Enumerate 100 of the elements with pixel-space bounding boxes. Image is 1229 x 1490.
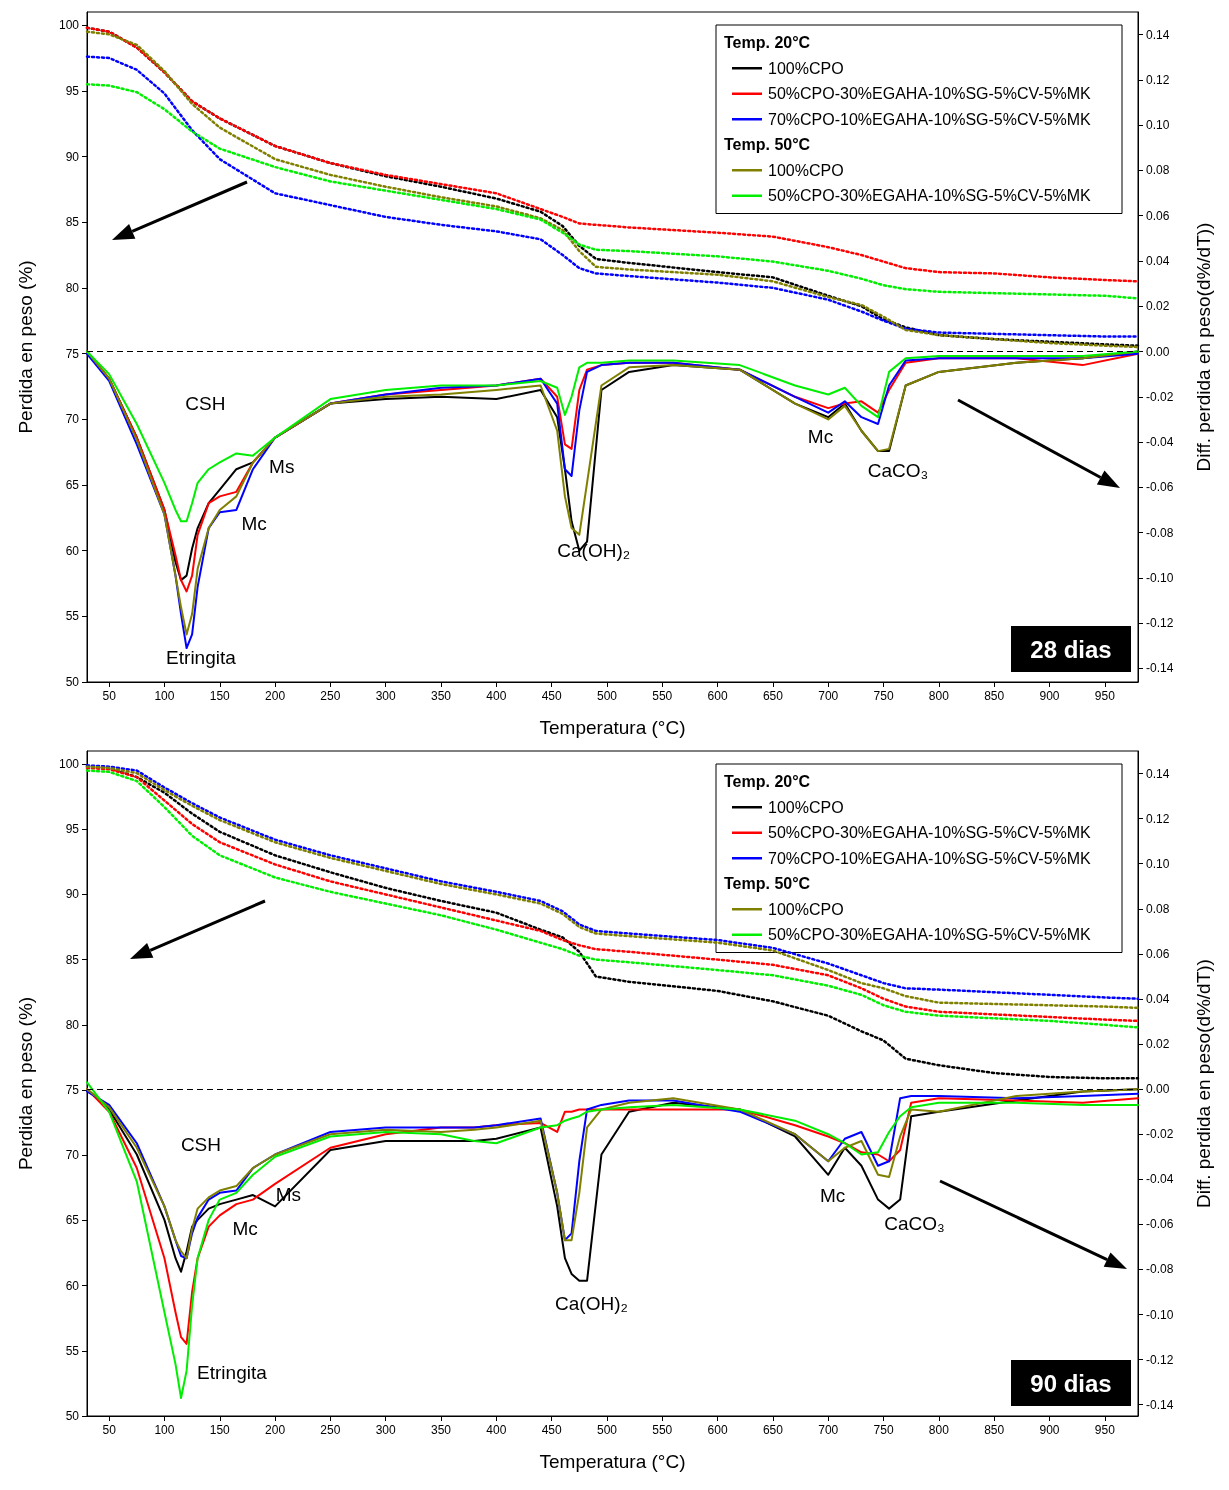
y-tick-label: 95 (65, 83, 80, 98)
y2-tick-label: -0.12 (1146, 1352, 1174, 1367)
y-tick-label: 90 (65, 149, 80, 164)
line-series (85, 83, 1140, 300)
legend-label: 70%CPO-10%EGAHA-10%SG-5%CV-5%MK (768, 110, 1092, 128)
x-tick-label: 800 (928, 689, 950, 703)
legend-label: 50%CPO-30%EGAHA-10%SG-5%CV-5%MK (768, 187, 1092, 205)
y-tick-label: 100 (58, 18, 80, 33)
x-tick-label: 200 (265, 1423, 286, 1437)
legend-label: 100%CPO (768, 161, 844, 179)
x-tick-label: 500 (596, 689, 618, 703)
y2-tick-label: 0.12 (1146, 811, 1170, 826)
x-tick-label: 850 (984, 689, 1005, 703)
x-tick-label: 950 (1094, 1423, 1116, 1437)
annotation: Mc (819, 1185, 846, 1207)
y-tick-label: 55 (65, 609, 80, 624)
annotation: Mc (232, 1217, 258, 1239)
y-tick-label: 90 (65, 887, 80, 902)
legend-label: 100%CPO (768, 900, 844, 918)
y2-tick-label: 0.10 (1146, 856, 1170, 871)
x-tick-label: 900 (1039, 689, 1060, 703)
x-tick-label: 100 (154, 689, 175, 703)
x-tick-label: 350 (431, 1423, 452, 1437)
x-tick-label: 550 (652, 1423, 673, 1437)
y-tick-label: 85 (65, 215, 80, 230)
y2-tick-label: 0.08 (1146, 901, 1170, 916)
y-tick-label: 80 (65, 280, 80, 295)
x-tick-label: 500 (596, 1423, 618, 1437)
x-tick-label: 750 (873, 689, 894, 703)
y-tick-label: 50 (65, 675, 80, 689)
annotation: CaCO₃ (867, 459, 929, 481)
x-tick-label: 700 (818, 689, 839, 703)
legend-label: 50%CPO-30%EGAHA-10%SG-5%CV-5%MK (768, 926, 1092, 944)
y-tick-label: 75 (65, 346, 80, 361)
legend-label: 50%CPO-30%EGAHA-10%SG-5%CV-5%MK (768, 85, 1092, 103)
x-tick-label: 800 (928, 1423, 950, 1437)
x-tick-label: 250 (320, 1423, 341, 1437)
y-tick-label: 55 (65, 1343, 80, 1358)
annotation: 90 dias (1030, 1369, 1112, 1397)
legend-label: 100%CPO (768, 798, 844, 816)
x-tick-label: 700 (818, 1423, 839, 1437)
x-tick-label: 750 (873, 1423, 894, 1437)
x-tick-label: 300 (375, 689, 397, 703)
x-tick-label: 450 (541, 1423, 562, 1437)
y2-tick-label: -0.12 (1146, 616, 1174, 631)
x-tick-label: 850 (984, 1423, 1005, 1437)
y-tick-label: 60 (65, 1278, 80, 1293)
legend-label: 70%CPO-10%EGAHA-10%SG-5%CV-5%MK (768, 849, 1092, 867)
x-tick-label: 250 (320, 689, 341, 703)
legend-title: Temp. 20°C (724, 34, 811, 52)
legend-label: 50%CPO-30%EGAHA-10%SG-5%CV-5%MK (768, 824, 1092, 842)
annotation: Temp. 50°C (724, 875, 811, 893)
x-tick-label: 650 (762, 689, 784, 703)
legend-title: Temp. 20°C (724, 773, 811, 791)
x-tick-label: 150 (209, 689, 231, 703)
y-tick-label: 100 (58, 757, 80, 772)
y2-tick-label: -0.02 (1146, 389, 1174, 404)
y-tick-label: 70 (65, 1148, 80, 1163)
y2-tick-label: 0.14 (1146, 766, 1170, 781)
x-tick-label: 50 (102, 1423, 117, 1437)
y2-tick-label: 0.06 (1146, 946, 1170, 961)
y2-tick-label: -0.02 (1146, 1127, 1174, 1142)
y2-tick-label: -0.06 (1146, 480, 1174, 495)
y-axis-title: Perdida en peso (%) (15, 996, 36, 1171)
y2-tick-label: 0.12 (1146, 72, 1170, 87)
y2-tick-label: 0.04 (1146, 991, 1170, 1006)
y2-tick-label: -0.06 (1146, 1217, 1174, 1232)
annotation: 28 dias (1030, 635, 1112, 663)
y2-tick-label: 0.02 (1146, 1037, 1170, 1052)
y-tick-label: 65 (65, 477, 80, 492)
y2-tick-label: 0.14 (1146, 27, 1170, 42)
annotation: Etringita (197, 1362, 268, 1384)
y-tick-label: 95 (65, 822, 80, 837)
y2-tick-label: 0.06 (1146, 208, 1170, 223)
annotation: CSH (185, 392, 226, 414)
y2-tick-label: -0.10 (1146, 1307, 1174, 1322)
annotation: Etringita (166, 646, 237, 668)
y2-axis-title: Diff. perdida en peso(d%/dT)) (1193, 222, 1214, 472)
x-axis-title: Temperatura (°C) (539, 1451, 686, 1472)
line-series (85, 26, 1140, 283)
x-tick-label: 900 (1039, 1423, 1060, 1437)
y2-tick-label: -0.08 (1146, 1262, 1174, 1277)
y-tick-label: 50 (65, 1409, 80, 1423)
y-tick-label: 70 (65, 412, 80, 427)
y2-tick-label: -0.14 (1146, 661, 1174, 676)
legend-label: 100%CPO (768, 59, 844, 77)
y2-tick-label: -0.04 (1146, 1172, 1174, 1187)
y2-tick-label: 0.00 (1146, 344, 1170, 359)
y2-tick-label: -0.14 (1146, 1397, 1174, 1412)
annotation: Ca(OH)₂ (557, 540, 631, 562)
x-tick-label: 400 (486, 1423, 507, 1437)
y-tick-label: 65 (65, 1213, 80, 1228)
y-axis-title: Perdida en peso (%) (15, 260, 36, 434)
annotation: Ca(OH)₂ (555, 1293, 628, 1315)
y2-tick-label: -0.10 (1146, 570, 1174, 585)
annotation: CSH (180, 1134, 222, 1156)
y-tick-label: 75 (65, 1083, 80, 1098)
y2-tick-label: -0.04 (1146, 435, 1174, 450)
x-tick-label: 100 (154, 1423, 175, 1437)
y2-tick-label: 0.02 (1146, 299, 1170, 314)
